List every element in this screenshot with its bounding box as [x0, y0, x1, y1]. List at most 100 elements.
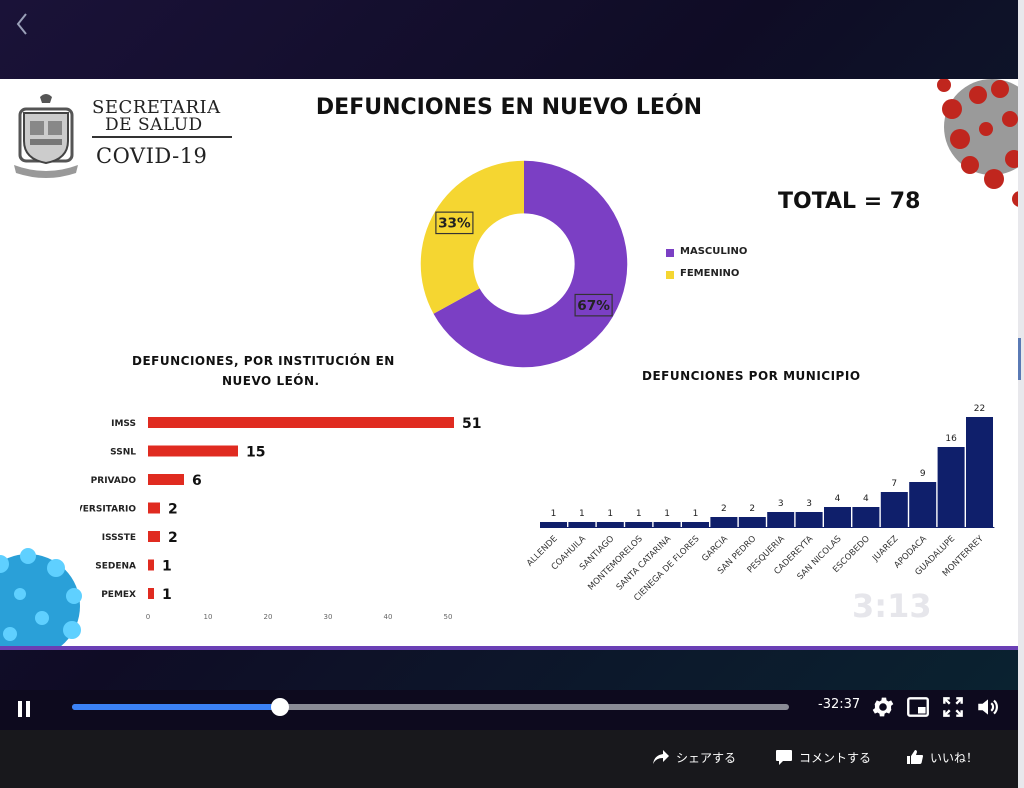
thumbs-up-icon [907, 750, 924, 765]
value-label-municipality: 3 [778, 499, 784, 509]
bar-municipality-garcia [710, 517, 738, 527]
gender-donut-chart: 67% 33% [420, 160, 628, 368]
legend-swatch-masculino [666, 249, 674, 257]
value-label-institution: 2 [168, 502, 178, 518]
logo-line-de-salud: DE SALUD [105, 115, 203, 135]
category-label-institution: H. UNIVERSITARIO [80, 505, 136, 515]
share-label: シェアする [676, 750, 737, 765]
donut-label-box-femenino [435, 211, 474, 235]
pause-icon-bar [26, 701, 30, 717]
value-label-institution: 1 [162, 587, 172, 603]
like-button[interactable]: いいね！ [906, 746, 978, 768]
value-label-municipality: 1 [551, 509, 557, 519]
value-label-municipality: 1 [693, 509, 699, 519]
donut-slice-femenino [420, 160, 524, 314]
progress-fill [72, 704, 280, 710]
bar-municipality-santa-catarina [653, 522, 681, 527]
back-button[interactable] [8, 10, 36, 42]
value-label-municipality: 16 [945, 434, 957, 444]
progress-thumb[interactable] [270, 698, 289, 716]
progress-bar[interactable] [72, 698, 789, 716]
category-label-institution: SEDENA [95, 562, 136, 572]
comment-button[interactable]: コメントする [775, 746, 871, 768]
virus-image-bottom-left [0, 548, 82, 650]
pause-button[interactable] [14, 699, 34, 721]
value-label-institution: 1 [162, 559, 172, 575]
gear-icon [872, 697, 894, 717]
bar-institution-privado [148, 474, 184, 485]
value-label-institution: 6 [192, 473, 202, 489]
donut-value-label-masculino: 67% [577, 298, 610, 314]
value-label-municipality: 2 [721, 504, 727, 514]
x-tick-label-institution: 0 [146, 613, 150, 621]
slide-title: DEFUNCIONES EN NUEVO LEÓN [315, 95, 703, 120]
fullscreen-button[interactable] [940, 694, 966, 720]
value-label-municipality: 4 [835, 494, 841, 504]
municipality-chart-title: DEFUNCIONES POR MUNICIPIO [642, 369, 861, 383]
total-label: TOTAL = 78 [778, 189, 921, 214]
bar-institution-pemex [148, 588, 154, 599]
pause-icon [18, 701, 22, 717]
category-label-institution: PRIVADO [91, 476, 137, 486]
x-tick-label-institution: 10 [204, 613, 213, 621]
comment-label: コメントする [799, 750, 872, 765]
video-area[interactable]: SECRETARIA DE SALUD COVID-19 DEFUNCIONES… [0, 0, 1018, 690]
volume-button[interactable] [975, 694, 1001, 720]
bar-institution-ssnl [148, 445, 238, 457]
slide: SECRETARIA DE SALUD COVID-19 DEFUNCIONES… [0, 79, 1018, 650]
chevron-left-icon [16, 13, 27, 35]
logo-line-covid: COVID-19 [96, 144, 208, 168]
value-label-municipality: 2 [749, 504, 755, 514]
bar-municipality-pesqueria [767, 512, 795, 527]
value-label-institution: 15 [246, 445, 265, 461]
bar-municipality-san-pedro [738, 517, 766, 527]
x-tick-label-institution: 40 [384, 613, 393, 621]
miniplayer-button[interactable] [905, 694, 931, 720]
x-tick-label-institution: 20 [264, 613, 273, 621]
value-label-institution: 51 [462, 416, 481, 432]
value-label-municipality: 4 [863, 494, 869, 504]
right-edge-strip [1018, 0, 1024, 788]
share-button[interactable]: シェアする [652, 746, 736, 768]
bar-municipality-escobedo [852, 507, 880, 527]
action-bar: シェアする コメントする いいね！ [0, 730, 1018, 788]
category-label-institution: ISSSTE [102, 533, 136, 543]
legend-label-femenino: FEMENINO [680, 268, 740, 279]
legend-swatch-femenino [666, 271, 674, 279]
value-label-municipality: 1 [579, 509, 585, 519]
coat-of-arms-logo [14, 94, 78, 178]
value-label-municipality: 9 [920, 469, 926, 479]
settings-button[interactable] [870, 694, 896, 720]
bar-municipality-cienega-de-flores [682, 522, 709, 527]
bar-municipality-san-nicolas [824, 507, 851, 527]
like-label: いいね！ [930, 750, 979, 765]
category-label-institution: IMSS [111, 419, 136, 429]
time-remaining: -32:37 [818, 697, 861, 712]
fullscreen-icon [943, 697, 963, 717]
right-edge-marker [1018, 338, 1021, 380]
municipality-bar-chart: 1ALLENDE1COAHUILA1SANTIAGO1MONTEMORELOS1… [525, 404, 995, 603]
miniplayer-icon [907, 697, 929, 717]
bar-institution-h-universitario [148, 502, 160, 514]
value-label-municipality: 1 [607, 509, 613, 519]
category-label-institution: SSNL [110, 448, 136, 458]
value-label-institution: 2 [168, 530, 178, 546]
bar-municipality-montemorelos [625, 522, 653, 527]
donut-value-label-femenino: 33% [438, 216, 471, 232]
x-tick-label-institution: 30 [324, 613, 333, 621]
bar-institution-issste [148, 531, 160, 542]
donut-label-box-masculino [574, 293, 613, 317]
player-controls: -32:37 [0, 690, 1018, 730]
value-label-municipality: 22 [974, 404, 985, 414]
institution-chart-title-line2: NUEVO LEÓN. [222, 374, 320, 388]
bar-municipality-guadalupe [937, 447, 965, 527]
bar-municipality-coahuila [568, 522, 596, 527]
institution-bar-chart: IMSS 51 SSNL 15 PRIVADO 6 H. UNIVERSITARIO 2 ISS… [80, 416, 481, 621]
bar-municipality-cadereyta [795, 512, 823, 527]
bar-municipality-juarez [880, 492, 908, 527]
value-label-municipality: 3 [806, 499, 812, 509]
bar-institution-sedena [148, 559, 154, 571]
legend-label-masculino: MASCULINO [680, 246, 748, 257]
bar-municipality-apodaca [909, 482, 937, 527]
institution-chart-title-line1: DEFUNCIONES, POR INSTITUCIÓN EN [132, 354, 395, 368]
